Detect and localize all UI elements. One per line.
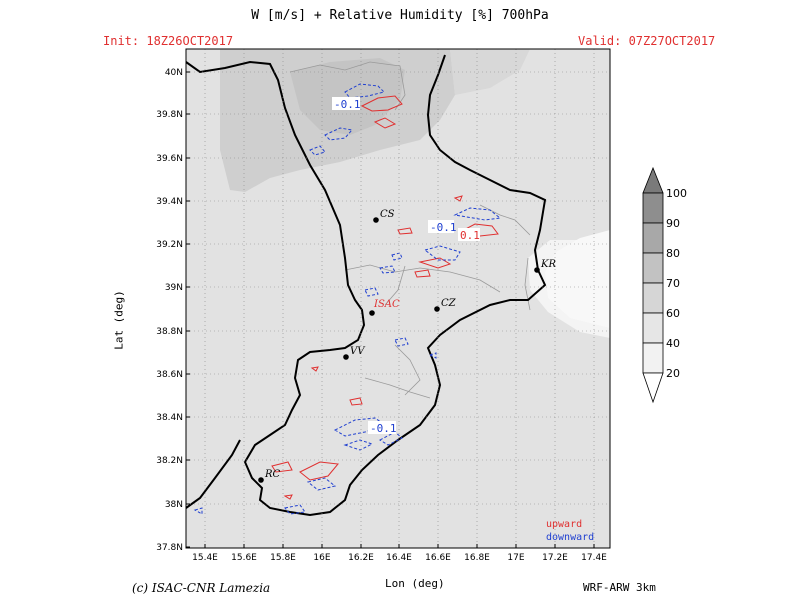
- valid-time: Valid: 07Z27OCT2017: [578, 34, 716, 48]
- lon-tick-label: 16.4E: [386, 553, 412, 563]
- colorbar-label: 90: [666, 217, 680, 230]
- colorbar-segment: [642, 192, 664, 224]
- colorbar-segment: [642, 282, 664, 314]
- contour-label: -0.1: [430, 221, 457, 234]
- lon-tick-label: 16.2E: [348, 553, 374, 563]
- city-dot-vv: [343, 354, 349, 360]
- city-dot-kr: [534, 267, 540, 273]
- lat-tick-label: 38.6N: [156, 370, 183, 380]
- credit-text: (c) ISAC-CNR Lamezia: [132, 581, 271, 595]
- tick-marks: [186, 71, 595, 548]
- init-time: Init: 18Z26OCT2017: [103, 34, 234, 48]
- city-dot-isac: [369, 310, 375, 316]
- colorbar-segment: [642, 312, 664, 344]
- contour-label: -0.1: [370, 422, 397, 435]
- colorbar-segment: [642, 222, 664, 254]
- city-dot-cs: [373, 217, 379, 223]
- colorbar-label: 60: [666, 307, 680, 320]
- city-label-kr: KR: [540, 259, 556, 270]
- humidity-field-80-90: [290, 58, 405, 135]
- lat-tick-labels: 40N 39.8N 39.6N 39.4N 39.2N 39N 38.8N 38…: [156, 68, 183, 553]
- city-label-rc: RC: [264, 469, 281, 480]
- city-dot-rc: [258, 477, 264, 483]
- colorbar-segment: [642, 342, 664, 374]
- contour-label: -0.1: [334, 98, 361, 111]
- colorbar-label: 100: [666, 187, 687, 200]
- lon-tick-label: 15.4E: [192, 553, 218, 563]
- province-borders: [289, 61, 531, 399]
- plot-frame: [185, 48, 611, 549]
- colorbar-segment: [642, 252, 664, 284]
- lon-tick-labels: 15.4E 15.6E 15.8E 16E 16.2E 16.4E 16.6E …: [192, 553, 607, 563]
- model-label: WRF-ARW 3km: [583, 581, 656, 594]
- x-axis-label: Lon (deg): [385, 577, 445, 590]
- colorbar-label: 40: [666, 337, 680, 350]
- lat-tick-label: 39.8N: [156, 110, 183, 120]
- city-label-cs: CS: [380, 209, 395, 220]
- city-label-cz: CZ: [441, 298, 457, 309]
- coastline: [185, 54, 547, 517]
- humidity-field-60-70: [186, 49, 610, 548]
- lat-tick-label: 39.4N: [156, 197, 183, 207]
- colorbar-label: 70: [666, 277, 680, 290]
- lat-tick-label: 37.8N: [156, 543, 183, 553]
- downward-contours: [193, 83, 502, 515]
- colorbar-label: 20: [666, 367, 680, 380]
- lon-tick-label: 15.8E: [270, 553, 296, 563]
- lat-tick-label: 38.2N: [156, 456, 183, 466]
- colorbar-bottom-arrow: [642, 372, 664, 404]
- lat-tick-label: 38N: [165, 500, 183, 510]
- lat-tick-label: 39.2N: [156, 240, 183, 250]
- lat-tick-label: 38.4N: [156, 413, 183, 423]
- chart-title: W [m/s] + Relative Humidity [%] 700hPa: [251, 8, 549, 23]
- legend-upward: upward: [546, 519, 582, 530]
- city-dot-cz: [434, 306, 440, 312]
- lon-tick-label: 15.6E: [231, 553, 257, 563]
- colorbar-label: 80: [666, 247, 680, 260]
- city-markers: CS KR ISAC CZ VV RC: [258, 209, 556, 483]
- humidity-dry-tongue: [545, 230, 610, 328]
- lat-tick-label: 40N: [165, 68, 183, 78]
- legend-downward: downward: [546, 532, 594, 543]
- lon-tick-label: 17.2E: [542, 553, 568, 563]
- colorbar-top-arrow: [642, 166, 664, 194]
- contour-label: 0.1: [460, 229, 480, 242]
- lat-tick-label: 39.6N: [156, 154, 183, 164]
- lon-tick-label: 17.4E: [581, 553, 607, 563]
- grid-lines: [186, 49, 610, 548]
- lat-tick-label: 38.8N: [156, 327, 183, 337]
- lon-tick-label: 16.6E: [425, 553, 451, 563]
- lon-tick-label: 17E: [507, 553, 524, 563]
- colorbar: 100 90 80 70 60 40 20: [642, 166, 687, 404]
- lon-tick-label: 16.8E: [464, 553, 490, 563]
- city-label-vv: VV: [350, 346, 366, 357]
- lat-tick-label: 39N: [165, 283, 183, 293]
- lon-tick-label: 16E: [313, 553, 330, 563]
- city-label-isac: ISAC: [373, 299, 400, 310]
- contour-labels: -0.1 -0.1 0.1 -0.1: [332, 97, 480, 435]
